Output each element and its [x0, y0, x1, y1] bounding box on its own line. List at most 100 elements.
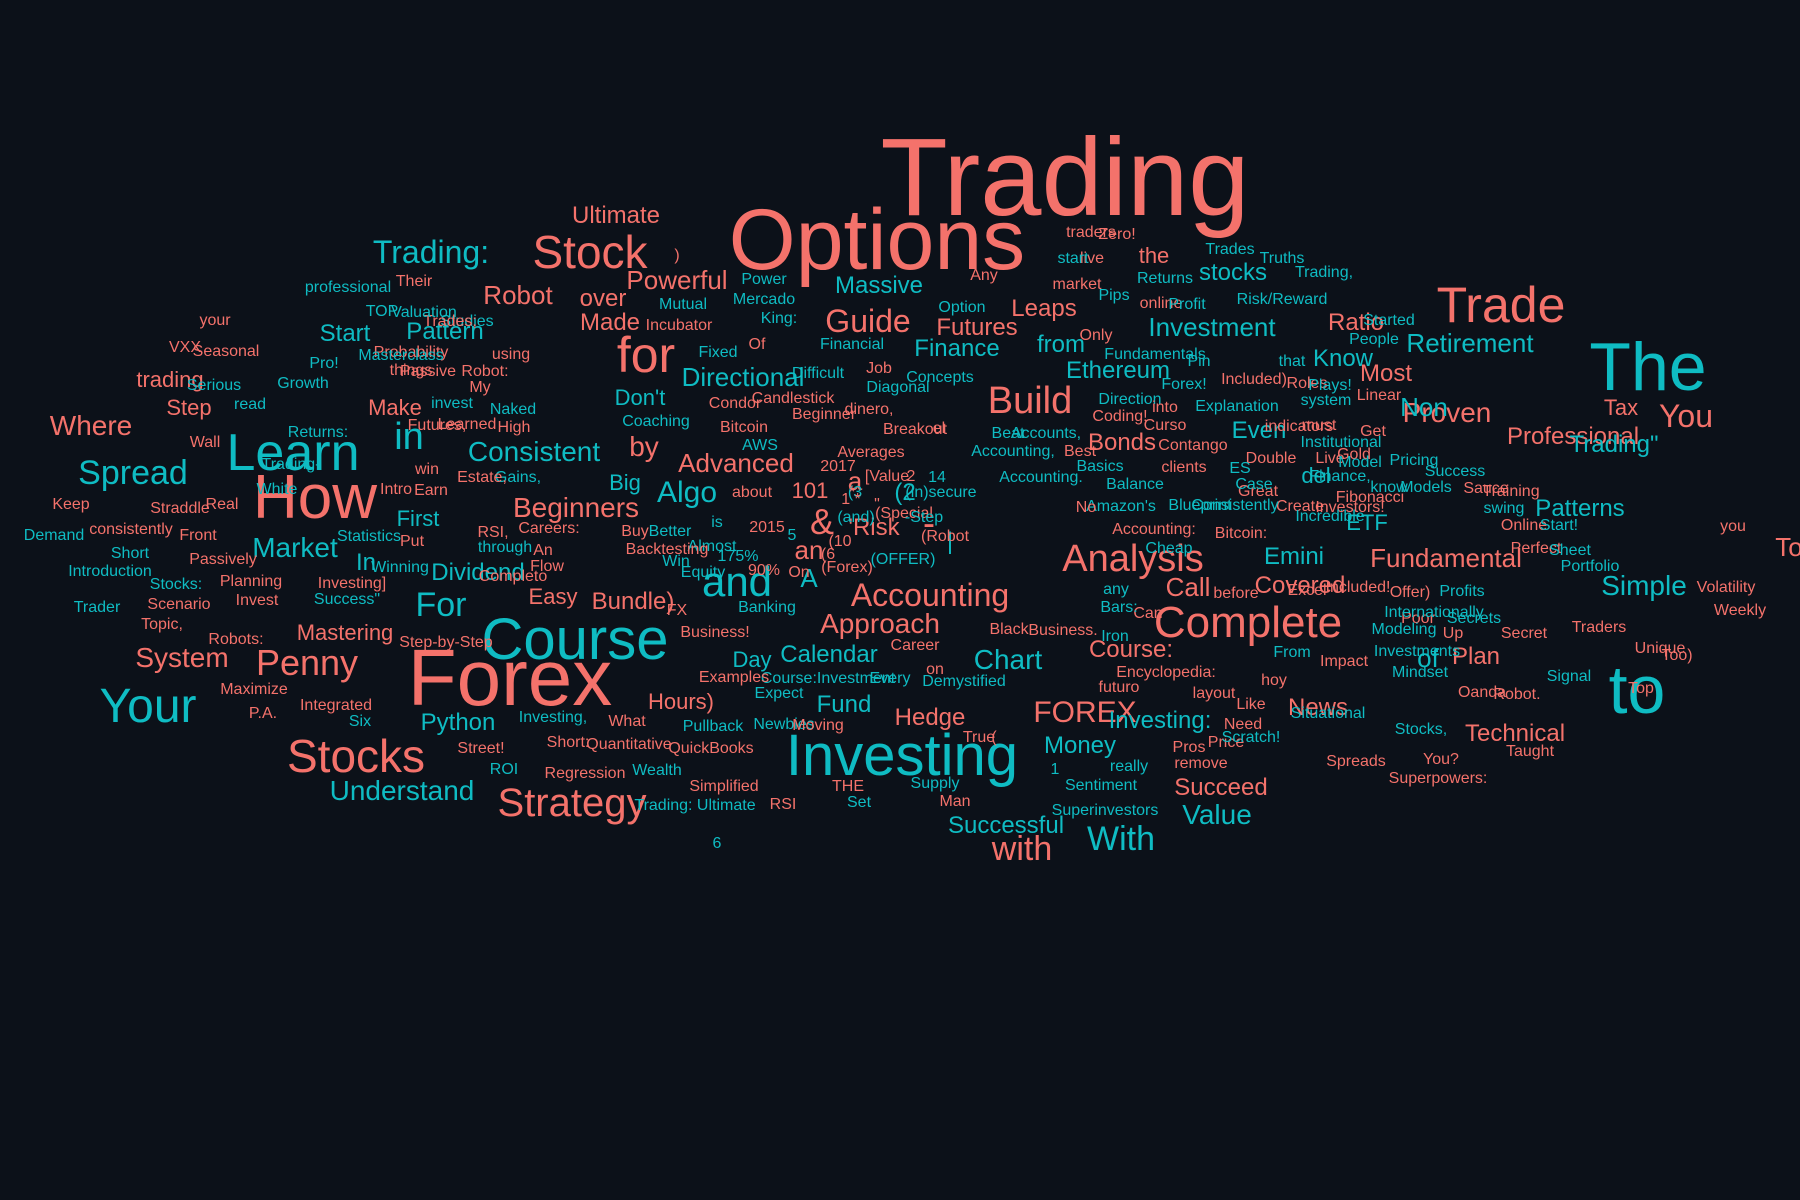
cloud-word: and: [701, 558, 773, 605]
cloud-word: Even: [1231, 417, 1287, 444]
cloud-word: &: [809, 501, 835, 542]
cloud-word: News: [1287, 694, 1349, 721]
cloud-word: Internationally: [1384, 604, 1484, 621]
cloud-word: Included!: [1325, 579, 1391, 596]
cloud-word: Taught: [1505, 743, 1555, 760]
cloud-word: Trading: [880, 116, 1250, 239]
cloud-word: Oanda: [1457, 684, 1507, 701]
cloud-word: Returns: [1136, 270, 1194, 287]
cloud-word: Big: [609, 470, 641, 495]
cloud-word: Institutional: [1300, 434, 1382, 451]
cloud-word: Call: [1165, 572, 1211, 602]
cloud-word: Ultimate: [571, 202, 661, 229]
cloud-word: really: [1109, 758, 1149, 775]
cloud-word: Professional: [1506, 423, 1640, 450]
cloud-word: of: [1417, 643, 1439, 673]
cloud-word: Situational: [1290, 705, 1366, 722]
cloud-word: Futures,: [407, 417, 467, 434]
cloud-word: Retirement: [1406, 328, 1534, 358]
cloud-word: True: [962, 729, 996, 746]
cloud-word: Stocks,: [1394, 721, 1448, 738]
cloud-word: Fundamentals: [1104, 346, 1206, 363]
cloud-word: Leaps: [1011, 295, 1077, 322]
cloud-word: Sauce: [1463, 480, 1509, 497]
cloud-word: system: [1300, 392, 1352, 409]
cloud-word: Trading-: [261, 456, 321, 473]
cloud-word: Hedge: [894, 704, 966, 731]
cloud-word: Start!: [1539, 517, 1579, 534]
cloud-word: Supply: [910, 775, 960, 792]
cloud-word: Keep: [52, 496, 90, 513]
cloud-word: Backtesting: [625, 541, 709, 558]
cloud-word: Business!: [680, 624, 750, 641]
cloud-word: Futures: [936, 314, 1018, 341]
cloud-word: Trades;: [423, 313, 477, 330]
cloud-word: Studies: [440, 313, 494, 330]
cloud-word: Options: [728, 192, 1026, 288]
cloud-word: *: [848, 484, 856, 501]
cloud-word: Analysis: [1062, 538, 1204, 580]
cloud-word: Market: [252, 532, 338, 563]
cloud-word: People: [1349, 331, 1399, 348]
cloud-word: Short:: [546, 734, 590, 751]
cloud-word: Strategy: [497, 781, 647, 825]
cloud-word: Impact: [1319, 653, 1369, 670]
cloud-word: Ethereum: [1065, 357, 1171, 384]
cloud-word: Power: [741, 271, 787, 288]
cloud-word: Course:Investment: [760, 670, 896, 687]
cloud-word: Regression: [544, 765, 626, 782]
cloud-word: Consistently: [1191, 497, 1279, 514]
cloud-word: about: [731, 484, 773, 501]
cloud-word: Newbies: [753, 716, 815, 733]
cloud-word: Condor: [708, 395, 762, 412]
cloud-word: Where: [49, 410, 133, 441]
cloud-word: Beat: [991, 425, 1025, 442]
cloud-word: Create: [1275, 498, 1325, 515]
cloud-word: Robot:: [461, 363, 509, 380]
cloud-word: with: [991, 830, 1053, 868]
cloud-word: Price: [1207, 734, 1245, 751]
cloud-word: that: [1278, 353, 1306, 370]
cloud-word: win: [414, 461, 440, 478]
cloud-word: del: [1301, 463, 1331, 488]
cloud-word: You?: [1423, 751, 1459, 768]
cloud-word: Gold: [1337, 446, 1371, 463]
cloud-word: Successful: [947, 812, 1065, 839]
cloud-word: Real: [205, 496, 239, 513]
cloud-word: (OFFER): [870, 551, 936, 568]
cloud-word: ": [874, 496, 880, 513]
cloud-word: Bundle): [591, 588, 675, 615]
cloud-word: Career: [890, 637, 940, 654]
cloud-word: Directional: [681, 362, 805, 392]
cloud-word: High: [497, 419, 531, 436]
cloud-word: QuickBooks: [668, 740, 754, 757]
cloud-word: read: [233, 396, 267, 413]
cloud-word: on: [926, 661, 944, 678]
cloud-word: 'Risk: [848, 514, 900, 541]
cloud-word: Planning: [219, 573, 283, 590]
cloud-word: Expect: [754, 685, 804, 702]
cloud-word: Signal: [1546, 668, 1592, 685]
cloud-word: to: [1608, 652, 1666, 728]
cloud-word: Get: [1360, 423, 1386, 440]
cloud-word: Invest: [235, 592, 279, 609]
cloud-word: Probability: [373, 344, 449, 361]
cloud-word: Mindset: [1391, 664, 1449, 681]
cloud-word: the: [1138, 243, 1170, 268]
cloud-word: indicators: [1264, 418, 1334, 435]
cloud-word: (10: [828, 533, 852, 550]
cloud-word: Day: [732, 647, 772, 672]
cloud-word: an: [794, 535, 824, 565]
cloud-word: Superpowers:: [1388, 770, 1488, 787]
cloud-word: THE: [832, 778, 864, 795]
cloud-word: Bitcoin: [719, 419, 769, 436]
cloud-word: Money: [1043, 732, 1117, 759]
cloud-word: Perfect: [1510, 540, 1562, 557]
cloud-word: invest: [431, 395, 473, 412]
cloud-word: Accounting.: [999, 469, 1083, 486]
cloud-word: Trading: Ultimate: [634, 797, 756, 814]
cloud-word: Offer): [1389, 584, 1431, 601]
cloud-word: On: [788, 564, 810, 581]
cloud-word: Put: [399, 533, 425, 550]
